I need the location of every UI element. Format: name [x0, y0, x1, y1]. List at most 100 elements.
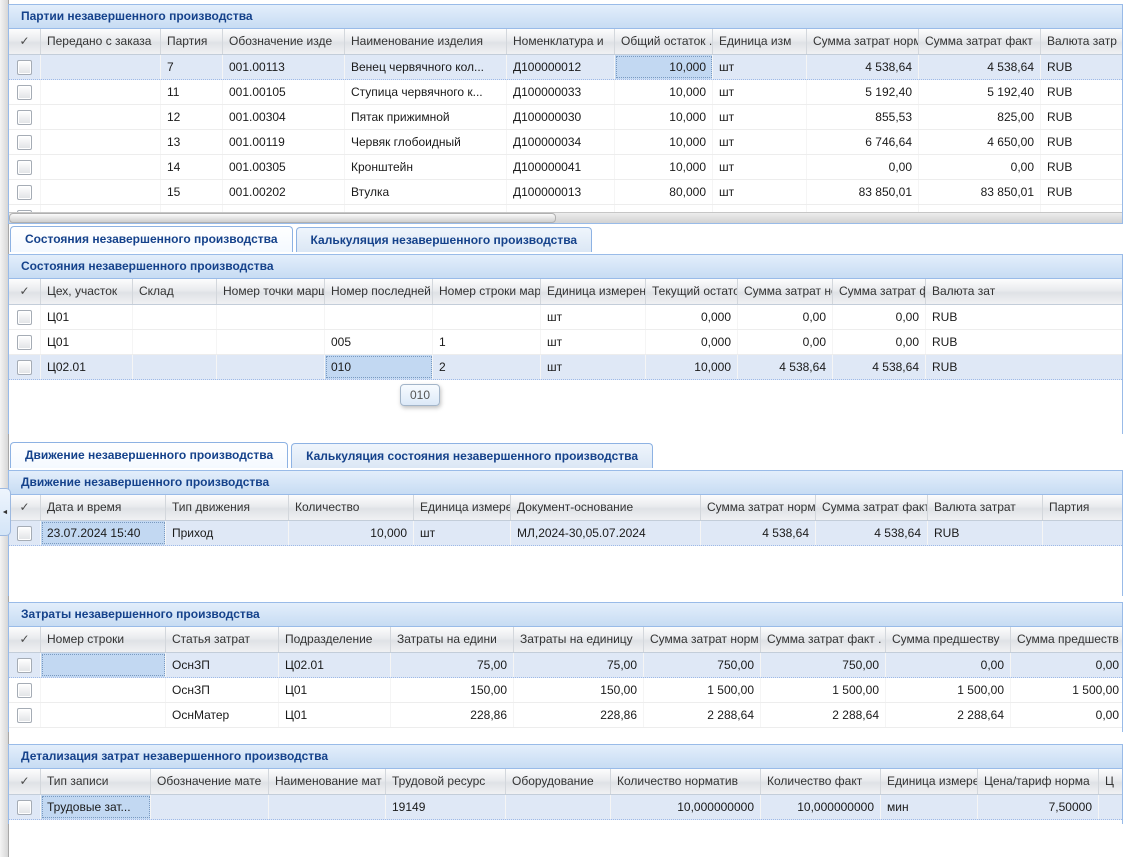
table-cell[interactable]: 4 538,64 — [701, 521, 816, 545]
table-cell[interactable]: Д100000034 — [507, 130, 615, 154]
table-cell[interactable]: 4 538,64 — [919, 55, 1041, 79]
table-cell[interactable]: 0,00 — [807, 155, 919, 179]
table-row[interactable]: ОснЗП Ц01 150,00 150,00 1 500,00 1 500,00 1 50… — [9, 678, 1122, 703]
table-cell[interactable]: Д100000033 — [507, 80, 615, 104]
table-cell[interactable]: ОснЗП — [166, 653, 279, 677]
table-row[interactable]: ОснЗП Ц02.01 75,00 75,00 750,00 750,00 0,00 0,0… — [9, 653, 1122, 678]
table-cell[interactable]: Ц02.01 — [279, 653, 391, 677]
table-cell[interactable]: Ц01 — [41, 330, 133, 354]
table-cell[interactable] — [506, 795, 611, 819]
column-header[interactable]: Количество — [289, 495, 414, 520]
table-cell[interactable] — [41, 130, 161, 154]
column-header[interactable]: Дата и время — [41, 495, 166, 520]
table-cell[interactable]: 010 — [325, 355, 433, 379]
table-cell[interactable]: 001.00202 — [223, 180, 345, 204]
row-checkbox[interactable] — [17, 134, 32, 150]
table-cell[interactable]: 23.07.2024 15:40 — [41, 521, 166, 545]
row-checkbox[interactable] — [17, 525, 32, 541]
table-cell[interactable] — [133, 305, 217, 329]
table-cell[interactable]: Венец червячного кол... — [345, 55, 507, 79]
checkbox-cell[interactable] — [9, 703, 41, 727]
row-checkbox[interactable] — [17, 799, 32, 815]
table-cell[interactable]: 0,00 — [738, 330, 833, 354]
table-cell[interactable]: Пятак прижимной — [345, 105, 507, 129]
table-cell[interactable]: Ц02.01 — [41, 355, 133, 379]
table-row[interactable]: Трудовые зат... 19149 10,000000000 10,00000… — [9, 795, 1122, 820]
checkbox-cell[interactable] — [9, 330, 41, 354]
row-checkbox[interactable] — [17, 184, 32, 200]
column-header[interactable]: Сумма затрат факт — [833, 279, 926, 304]
table-cell[interactable]: шт — [713, 80, 807, 104]
table-cell[interactable] — [41, 55, 161, 79]
table-cell[interactable] — [217, 305, 325, 329]
checkbox-cell[interactable] — [9, 653, 41, 677]
table-cell[interactable]: шт — [713, 105, 807, 129]
table-cell[interactable]: 19149 — [386, 795, 506, 819]
table-cell[interactable]: 10,000 — [615, 55, 713, 79]
table-cell[interactable]: Д100000030 — [507, 105, 615, 129]
table-cell[interactable]: Д100000041 — [507, 155, 615, 179]
column-header[interactable]: Наименование мат — [269, 769, 386, 794]
table-cell[interactable]: 0,00 — [886, 653, 1011, 677]
table-cell[interactable]: 001.00113 — [223, 55, 345, 79]
table-cell[interactable]: 1 500,00 — [761, 678, 886, 702]
table-cell[interactable]: Ступица червячного к... — [345, 80, 507, 104]
table-cell[interactable]: 001.00305 — [223, 155, 345, 179]
column-header[interactable]: Оборудование — [506, 769, 611, 794]
table-cell[interactable]: 4 650,00 — [919, 130, 1041, 154]
table-cell[interactable] — [41, 678, 166, 702]
column-header[interactable]: Затраты на едини — [391, 627, 514, 652]
column-header[interactable]: Номер последней — [325, 279, 433, 304]
table-cell[interactable]: 228,86 — [514, 703, 644, 727]
table-cell[interactable]: 10,000 — [646, 355, 738, 379]
column-header[interactable]: Обозначение изде — [223, 29, 345, 54]
table-cell[interactable]: 7,50000 — [978, 795, 1099, 819]
tab[interactable]: Калькуляция состояния незавершенного про… — [291, 443, 654, 468]
column-header[interactable]: Тип движения — [166, 495, 289, 520]
table-cell[interactable]: 4 538,64 — [738, 355, 833, 379]
table-cell[interactable]: RUB — [1041, 55, 1122, 79]
column-header[interactable]: Цена/тариф норма — [978, 769, 1099, 794]
table-cell[interactable]: мин — [881, 795, 978, 819]
column-header[interactable]: Сумма затрат норм — [644, 627, 761, 652]
column-header[interactable]: Количество норматив — [611, 769, 761, 794]
table-cell[interactable]: 750,00 — [761, 653, 886, 677]
row-checkbox[interactable] — [17, 682, 32, 698]
table-cell[interactable] — [41, 105, 161, 129]
column-header[interactable]: Ц — [1099, 769, 1122, 794]
table-cell[interactable]: 13 — [161, 130, 223, 154]
table-cell[interactable]: 005 — [325, 330, 433, 354]
row-checkbox[interactable] — [17, 309, 32, 325]
column-header[interactable]: Сумма затрат факт — [919, 29, 1041, 54]
table-cell[interactable]: 0,00 — [833, 330, 926, 354]
table-cell[interactable]: Ц01 — [41, 305, 133, 329]
select-all-header[interactable]: ✓ — [9, 495, 41, 520]
table-cell[interactable]: 83 850,01 — [807, 180, 919, 204]
table-cell[interactable]: 4 538,64 — [816, 521, 928, 545]
scrollbar-thumb[interactable] — [9, 213, 557, 223]
table-cell[interactable]: 10,000000000 — [761, 795, 881, 819]
checkbox-cell[interactable] — [9, 305, 41, 329]
table-cell[interactable] — [325, 305, 433, 329]
table-cell[interactable]: шт — [541, 355, 646, 379]
row-checkbox[interactable] — [17, 84, 32, 100]
table-cell[interactable]: 10,000000000 — [611, 795, 761, 819]
checkbox-cell[interactable] — [9, 130, 41, 154]
column-header[interactable]: Общий остаток . — [615, 29, 713, 54]
table-cell[interactable] — [1043, 521, 1122, 545]
column-header[interactable]: Единица измерени — [414, 495, 511, 520]
table-cell[interactable]: 80,000 — [615, 180, 713, 204]
table-cell[interactable]: шт — [541, 330, 646, 354]
table-cell[interactable]: 1 — [433, 330, 541, 354]
table-row[interactable]: Ц01 шт 0,000 0,00 0,00 RUB — [9, 305, 1122, 330]
column-header[interactable]: Валюта затрат — [928, 495, 1043, 520]
table-cell[interactable] — [41, 180, 161, 204]
table-cell[interactable]: шт — [713, 55, 807, 79]
table-cell[interactable] — [41, 653, 166, 677]
table-cell[interactable] — [1099, 795, 1122, 819]
table-cell[interactable]: 5 192,40 — [919, 80, 1041, 104]
checkbox-cell[interactable] — [9, 355, 41, 379]
table-row[interactable]: 23.07.2024 15:40 Приход 10,000 шт МЛ,2024-30… — [9, 521, 1122, 546]
column-header[interactable]: Подразделение — [279, 627, 391, 652]
column-header[interactable]: Единица измерени — [881, 769, 978, 794]
